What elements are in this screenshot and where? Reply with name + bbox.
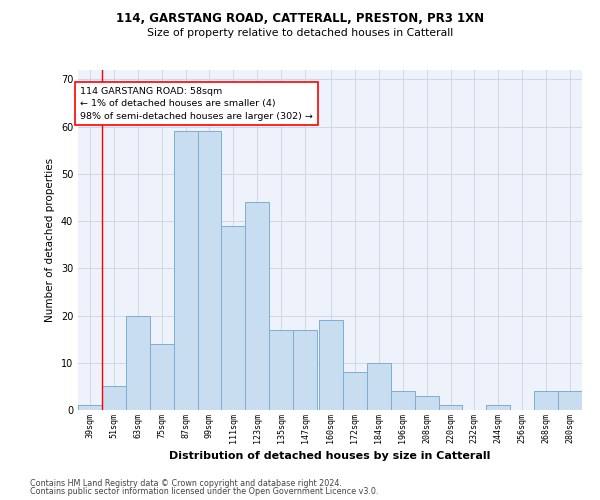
Bar bbox=[343, 372, 367, 410]
Text: Contains HM Land Registry data © Crown copyright and database right 2024.: Contains HM Land Registry data © Crown c… bbox=[30, 478, 342, 488]
Bar bbox=[415, 396, 439, 410]
Bar bbox=[367, 363, 391, 410]
Bar bbox=[78, 406, 102, 410]
Bar bbox=[487, 406, 510, 410]
Bar bbox=[221, 226, 245, 410]
Y-axis label: Number of detached properties: Number of detached properties bbox=[45, 158, 55, 322]
Bar bbox=[558, 391, 582, 410]
X-axis label: Distribution of detached houses by size in Catterall: Distribution of detached houses by size … bbox=[169, 451, 491, 461]
Bar bbox=[150, 344, 173, 410]
Text: 114, GARSTANG ROAD, CATTERALL, PRESTON, PR3 1XN: 114, GARSTANG ROAD, CATTERALL, PRESTON, … bbox=[116, 12, 484, 26]
Bar bbox=[293, 330, 317, 410]
Bar bbox=[269, 330, 293, 410]
Text: Size of property relative to detached houses in Catterall: Size of property relative to detached ho… bbox=[147, 28, 453, 38]
Bar bbox=[319, 320, 343, 410]
Text: 114 GARSTANG ROAD: 58sqm
← 1% of detached houses are smaller (4)
98% of semi-det: 114 GARSTANG ROAD: 58sqm ← 1% of detache… bbox=[80, 86, 313, 120]
Bar bbox=[534, 391, 558, 410]
Bar bbox=[439, 406, 463, 410]
Bar bbox=[173, 132, 197, 410]
Bar bbox=[102, 386, 126, 410]
Bar bbox=[197, 132, 221, 410]
Text: Contains public sector information licensed under the Open Government Licence v3: Contains public sector information licen… bbox=[30, 487, 379, 496]
Bar bbox=[126, 316, 150, 410]
Bar bbox=[391, 391, 415, 410]
Bar bbox=[245, 202, 269, 410]
